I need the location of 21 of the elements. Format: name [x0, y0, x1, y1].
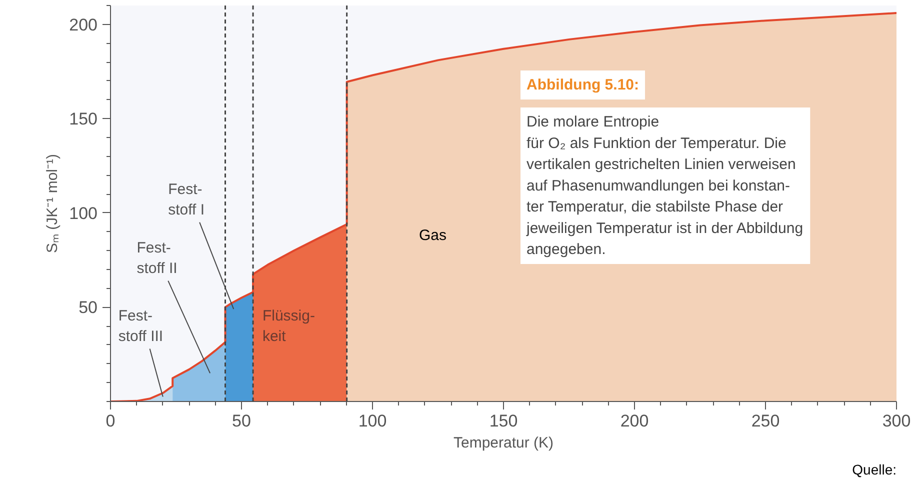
text: Fest- stoff II: [136, 239, 178, 277]
series-label: Gas: [419, 227, 447, 244]
y-tick-label: 50: [78, 298, 98, 318]
text: Fest- stoff I: [168, 181, 205, 218]
x-tick-label: 250: [751, 412, 780, 430]
x-tick-label: 0: [106, 412, 116, 430]
x-tick-label: 200: [620, 412, 649, 430]
y-tick-label: 100: [69, 204, 98, 223]
x-tick-label: 50: [232, 412, 251, 430]
x-tick-label: 100: [358, 412, 387, 430]
source-note: Quelle:: [852, 462, 896, 478]
series-label: Flüssig- keit: [262, 307, 315, 345]
x-tick-label: 150: [489, 412, 518, 430]
x-axis-title: Temperatur (K): [453, 434, 554, 452]
annotation: Die molare Entropie für O₂ als Funktion der Temperatur. Die vertikalen gestrichelten Linien verweisen auf Phasenumwandlungen bei konstan- ter Temperatur, die stabilste Phase der jeweiligen Temperatur ist in der Abbildung angegeben.: [526, 114, 804, 258]
text: Fest- stoff III: [118, 307, 164, 345]
y-tick-label: 200: [69, 15, 98, 34]
x-tick-label: 300: [882, 412, 911, 430]
annotation: Abbildung 5.10:: [526, 76, 639, 94]
y-tick-label: 150: [69, 110, 98, 129]
y-axis-title: Sₘ (JK⁻¹ mol⁻¹): [44, 154, 62, 253]
